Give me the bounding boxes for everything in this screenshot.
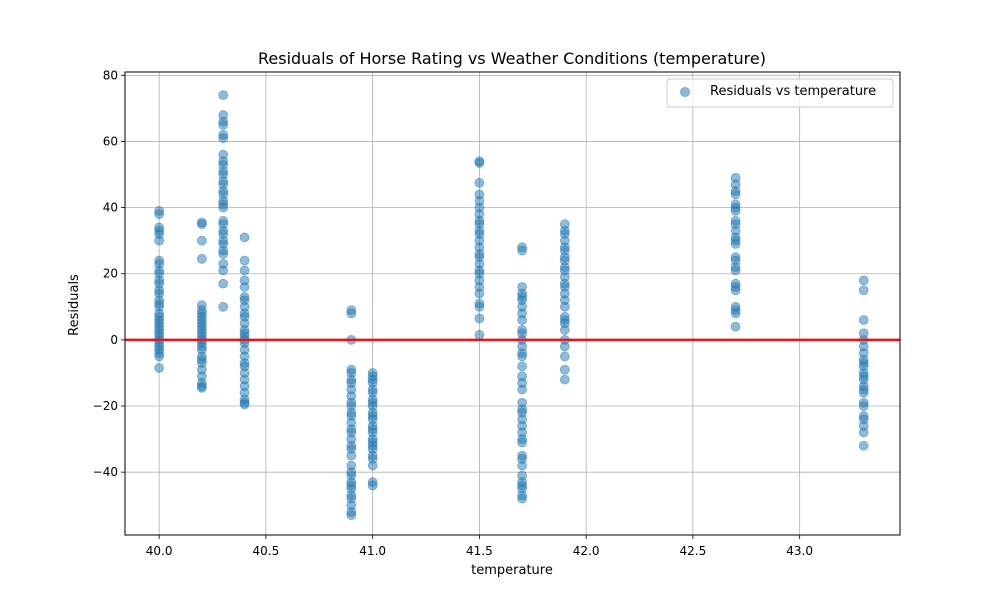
data-point xyxy=(218,120,229,130)
data-point xyxy=(239,265,250,276)
data-point xyxy=(730,321,741,332)
data-point xyxy=(474,301,485,312)
data-point xyxy=(559,325,570,335)
data-point xyxy=(730,205,741,216)
legend: Residuals vs temperature xyxy=(666,78,894,108)
data-point xyxy=(858,401,869,411)
data-point xyxy=(218,248,229,259)
legend-box xyxy=(666,78,894,108)
data-point xyxy=(346,450,357,461)
y-tick-label: 40 xyxy=(103,201,118,215)
data-point xyxy=(517,384,528,395)
data-point xyxy=(154,235,165,246)
data-point xyxy=(858,440,869,451)
data-point xyxy=(517,460,528,471)
data-point xyxy=(239,282,250,292)
data-point xyxy=(196,382,207,393)
data-point xyxy=(858,275,869,286)
data-point xyxy=(858,427,869,438)
data-point xyxy=(367,460,378,471)
chart-title: Residuals of Horse Rating vs Weather Con… xyxy=(258,49,766,68)
data-point xyxy=(730,239,741,249)
data-point xyxy=(154,209,165,220)
data-point xyxy=(218,133,229,144)
x-tick-label: 43.0 xyxy=(786,544,813,558)
x-tick-label: 41.0 xyxy=(359,544,386,558)
data-point xyxy=(474,313,485,324)
data-point xyxy=(517,437,528,448)
y-tick-label: 0 xyxy=(110,333,118,347)
plot-frame xyxy=(124,71,901,536)
data-point xyxy=(239,232,250,243)
x-axis-label: temperature xyxy=(471,563,553,578)
data-point xyxy=(730,308,741,319)
data-points xyxy=(154,90,869,521)
data-point xyxy=(218,278,229,289)
data-point xyxy=(517,245,528,256)
data-point xyxy=(858,387,869,398)
y-tick-label: 20 xyxy=(103,267,118,281)
data-point xyxy=(239,397,250,408)
data-point xyxy=(218,265,229,276)
x-axis-ticks: 40.0 40.5 41.0 41.5 42.0 42.5 43.0 xyxy=(146,535,813,558)
data-point xyxy=(517,351,528,362)
legend-marker xyxy=(680,87,690,97)
data-point xyxy=(218,90,229,101)
y-axis-ticks: −40 −20 0 20 40 60 80 xyxy=(93,68,125,479)
data-point xyxy=(474,330,485,340)
x-tick-label: 40.0 xyxy=(146,544,173,558)
data-point xyxy=(858,315,869,325)
data-point xyxy=(474,177,485,188)
data-point xyxy=(730,285,741,296)
data-point xyxy=(239,255,250,266)
y-axis-label: Residuals xyxy=(67,274,82,336)
data-point xyxy=(730,189,741,200)
data-point xyxy=(559,364,570,375)
data-point xyxy=(196,235,207,246)
y-tick-label: −20 xyxy=(93,399,118,413)
data-point xyxy=(517,315,528,325)
data-point xyxy=(559,301,570,312)
data-point xyxy=(559,374,570,385)
y-tick-label: 80 xyxy=(103,68,118,82)
data-point xyxy=(154,363,165,373)
data-point xyxy=(346,510,357,521)
legend-label: Residuals vs temperature xyxy=(710,84,876,99)
data-point xyxy=(559,351,570,362)
data-point xyxy=(154,351,165,362)
y-tick-label: 60 xyxy=(103,134,118,148)
data-point xyxy=(730,265,741,276)
data-point xyxy=(346,308,357,319)
data-point xyxy=(218,202,229,213)
data-point xyxy=(517,361,528,372)
data-point xyxy=(196,253,207,264)
data-point xyxy=(474,158,485,168)
x-tick-label: 42.0 xyxy=(573,544,600,558)
data-point xyxy=(218,301,229,312)
data-point xyxy=(367,480,378,491)
data-point xyxy=(858,285,869,296)
data-point xyxy=(474,288,485,299)
x-tick-label: 42.5 xyxy=(680,544,707,558)
data-point xyxy=(517,493,528,504)
x-tick-label: 41.5 xyxy=(466,544,493,558)
y-tick-label: −40 xyxy=(93,465,118,479)
data-point xyxy=(196,219,207,230)
x-tick-label: 40.5 xyxy=(253,544,280,558)
data-point xyxy=(559,341,570,352)
